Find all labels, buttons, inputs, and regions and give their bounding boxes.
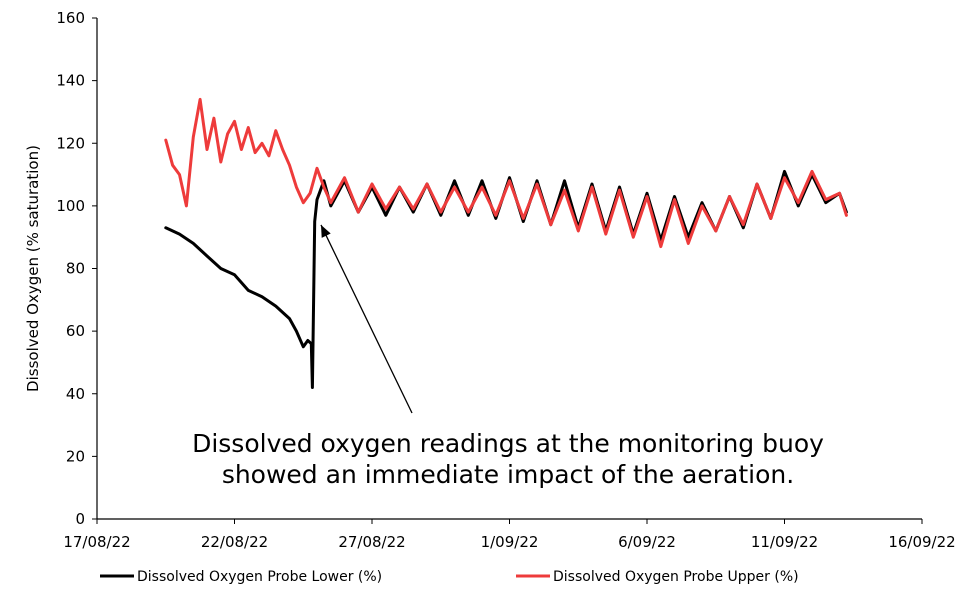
y-tick-label: 140 — [56, 72, 85, 90]
y-tick-label: 120 — [56, 134, 85, 152]
annotation-text-line: Dissolved oxygen readings at the monitor… — [192, 429, 824, 458]
series-line-probe-upper — [164, 97, 848, 249]
legend: Dissolved Oxygen Probe Lower (%) Dissolve… — [100, 569, 799, 585]
y-tick-label: 160 — [56, 9, 85, 27]
y-tick-label: 0 — [75, 510, 85, 528]
y-tick-label: 20 — [66, 447, 85, 465]
legend-label: Dissolved Oxygen Probe Lower (%) — [137, 569, 382, 585]
y-tick-label: 40 — [66, 385, 85, 403]
annotation-text-line: showed an immediate impact of the aerati… — [222, 460, 794, 489]
x-tick-label: 16/09/22 — [888, 533, 955, 551]
x-tick-label: 6/09/22 — [618, 533, 676, 551]
annotation: Dissolved oxygen readings at the monitor… — [192, 224, 824, 489]
x-tick-label: 22/08/22 — [201, 533, 268, 551]
y-axis-title: Dissolved Oxygen (% saturation) — [24, 145, 42, 392]
annotation-arrow-line — [320, 224, 413, 414]
x-tick-label: 11/09/22 — [751, 533, 818, 551]
y-tick-label: 100 — [56, 197, 85, 215]
x-tick-label: 17/08/22 — [63, 533, 130, 551]
x-tick-label: 27/08/22 — [338, 533, 405, 551]
y-tick-label: 60 — [66, 322, 85, 340]
annotation-arrowhead — [321, 224, 331, 238]
y-tick-label: 80 — [66, 260, 85, 278]
chart-axes: 0 20 40 60 80 100 120 140 160 17/08/22 22/08/22 27/… — [24, 9, 956, 551]
x-tick-label: 1/09/22 — [481, 533, 539, 551]
series-layer — [164, 97, 848, 389]
legend-label: Dissolved Oxygen Probe Upper (%) — [553, 569, 799, 585]
